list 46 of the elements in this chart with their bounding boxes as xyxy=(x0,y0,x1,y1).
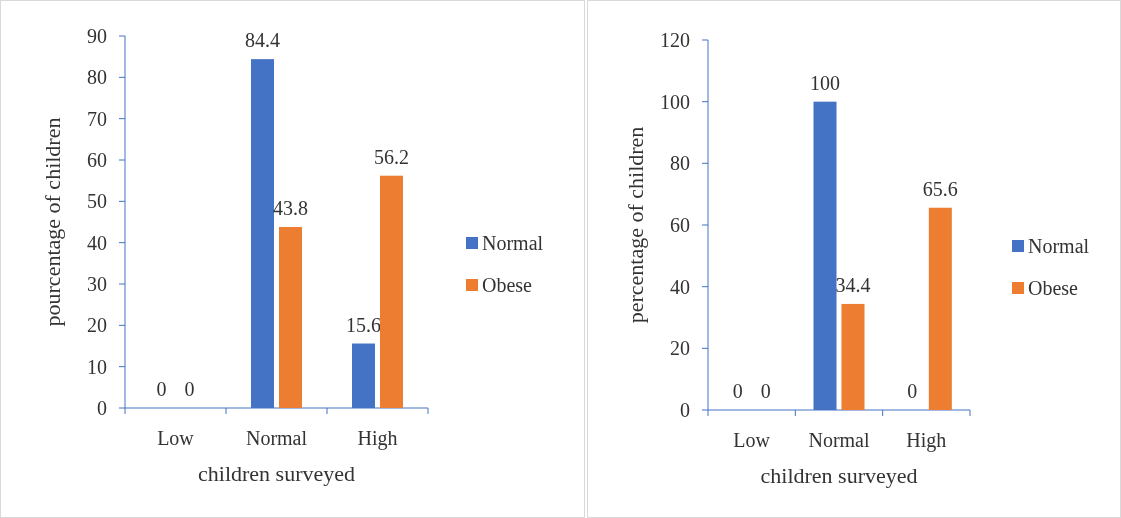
y-axis-title: percentage of children xyxy=(623,126,648,324)
y-axis-title: pourcentage of children xyxy=(40,117,65,327)
data-label: 0 xyxy=(732,380,743,402)
bar xyxy=(841,303,865,410)
x-tick-label: Normal xyxy=(808,429,870,451)
y-tick-label: 40 xyxy=(670,275,690,298)
y-tick-label: 20 xyxy=(87,314,107,337)
legend-label: Obese xyxy=(482,274,533,296)
legend-label: Normal xyxy=(1028,235,1090,257)
x-tick-label: Normal xyxy=(245,427,308,449)
data-label: 0 xyxy=(760,380,771,402)
y-tick-label: 80 xyxy=(87,66,107,89)
data-label: 100 xyxy=(810,71,840,94)
data-label: 56.2 xyxy=(374,145,409,168)
y-tick-label: 80 xyxy=(670,152,690,175)
y-tick-label: 0 xyxy=(680,399,690,421)
x-tick-label: Low xyxy=(733,429,771,451)
y-tick-label: 10 xyxy=(87,355,107,378)
data-label: 0 xyxy=(907,380,918,402)
data-label: 0 xyxy=(184,378,195,400)
x-tick-label: High xyxy=(357,427,398,450)
data-label: 15.6 xyxy=(346,313,381,336)
y-tick-label: 50 xyxy=(87,190,107,213)
data-label: 0 xyxy=(156,378,167,400)
x-axis-title: children surveyed xyxy=(760,463,918,488)
y-tick-label: 120 xyxy=(660,29,690,51)
y-tick-label: 90 xyxy=(87,25,107,47)
bar xyxy=(380,175,403,408)
y-tick-label: 100 xyxy=(660,90,690,113)
y-tick-label: 30 xyxy=(87,273,107,295)
y-tick-label: 70 xyxy=(87,107,107,130)
legend-label: Normal xyxy=(482,232,544,254)
x-tick-label: High xyxy=(906,429,947,452)
bar xyxy=(928,207,952,410)
y-tick-label: 0 xyxy=(97,397,107,419)
data-label: 65.6 xyxy=(922,177,958,200)
y-tick-label: 60 xyxy=(87,149,107,171)
x-tick-label: Low xyxy=(157,427,195,449)
y-tick-label: 60 xyxy=(670,214,690,236)
y-tick-label: 20 xyxy=(670,337,690,360)
data-label: 34.4 xyxy=(835,273,871,296)
data-label: 84.4 xyxy=(245,29,280,52)
bar xyxy=(279,226,302,408)
x-axis-title: children surveyed xyxy=(198,461,355,486)
legend-label: Obese xyxy=(1028,277,1079,299)
y-tick-label: 40 xyxy=(87,231,107,254)
